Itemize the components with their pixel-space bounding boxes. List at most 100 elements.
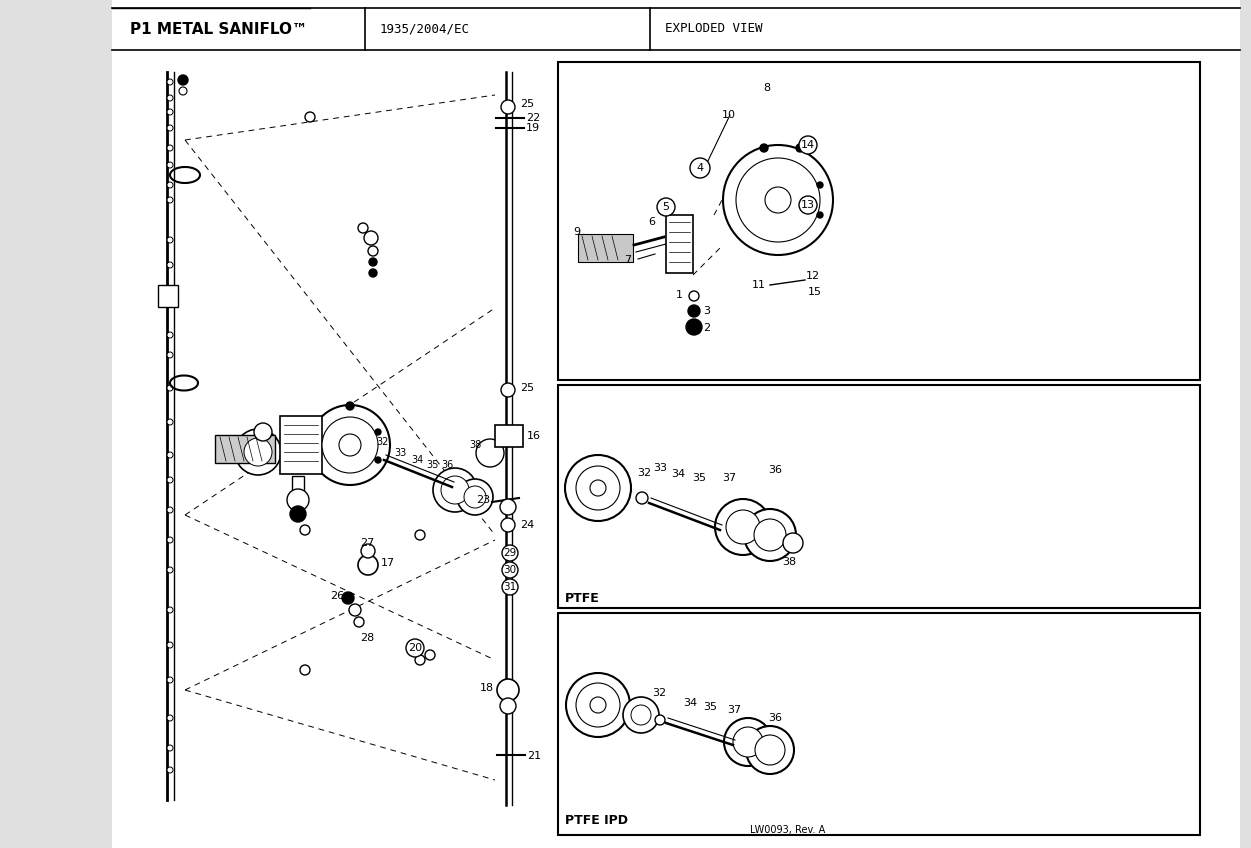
Circle shape — [733, 727, 763, 757]
Text: LW0093, Rev. A: LW0093, Rev. A — [751, 825, 826, 835]
Circle shape — [235, 429, 281, 475]
Bar — [666, 215, 693, 273]
Circle shape — [166, 537, 173, 543]
Circle shape — [799, 196, 817, 214]
Circle shape — [166, 745, 173, 751]
Text: 6: 6 — [648, 217, 656, 227]
Circle shape — [375, 457, 382, 463]
Text: 32: 32 — [637, 468, 651, 478]
Text: 36: 36 — [768, 465, 782, 475]
Circle shape — [475, 439, 504, 467]
Text: 5: 5 — [663, 202, 669, 212]
Circle shape — [358, 555, 378, 575]
Circle shape — [244, 438, 271, 466]
Circle shape — [166, 385, 173, 391]
Text: 4: 4 — [697, 163, 703, 173]
Circle shape — [502, 562, 518, 578]
Circle shape — [358, 223, 368, 233]
Text: 1935/2004/EC: 1935/2004/EC — [380, 23, 470, 36]
Circle shape — [756, 735, 784, 765]
Text: 20: 20 — [408, 643, 422, 653]
Circle shape — [433, 468, 477, 512]
Circle shape — [425, 650, 435, 660]
Text: 24: 24 — [520, 520, 534, 530]
Circle shape — [688, 305, 701, 317]
Circle shape — [364, 231, 378, 245]
Bar — [558, 613, 1200, 835]
Circle shape — [166, 507, 173, 513]
Circle shape — [796, 144, 804, 152]
Circle shape — [689, 291, 699, 301]
Text: 11: 11 — [752, 280, 766, 290]
Circle shape — [500, 100, 515, 114]
Circle shape — [305, 112, 315, 122]
Text: 26: 26 — [330, 591, 344, 601]
Text: 14: 14 — [801, 140, 816, 150]
Circle shape — [254, 423, 271, 441]
Text: PTFE: PTFE — [565, 592, 599, 605]
Circle shape — [502, 579, 518, 595]
Circle shape — [166, 237, 173, 243]
Circle shape — [656, 715, 666, 725]
Text: 31: 31 — [503, 582, 517, 592]
Text: 38: 38 — [469, 440, 482, 450]
Circle shape — [300, 525, 310, 535]
Circle shape — [657, 198, 676, 216]
Text: 28: 28 — [360, 633, 374, 643]
Circle shape — [166, 79, 173, 85]
Text: 17: 17 — [382, 558, 395, 568]
Circle shape — [290, 506, 306, 522]
Circle shape — [300, 665, 310, 675]
Circle shape — [286, 489, 309, 511]
Circle shape — [464, 486, 485, 508]
Circle shape — [502, 545, 518, 561]
Circle shape — [166, 182, 173, 188]
Text: 38: 38 — [782, 557, 796, 567]
Bar — [280, 416, 322, 474]
Text: 34: 34 — [683, 698, 697, 708]
Circle shape — [754, 519, 786, 551]
Circle shape — [349, 604, 362, 616]
Circle shape — [178, 75, 188, 85]
Circle shape — [724, 718, 772, 766]
Circle shape — [716, 499, 771, 555]
Circle shape — [726, 510, 761, 544]
Circle shape — [362, 544, 375, 558]
Text: 36: 36 — [768, 713, 782, 723]
Circle shape — [339, 434, 362, 456]
Text: 33: 33 — [394, 448, 407, 458]
Bar — [558, 62, 1200, 380]
Circle shape — [565, 673, 631, 737]
Circle shape — [166, 477, 173, 483]
Circle shape — [442, 476, 469, 504]
Circle shape — [500, 698, 515, 714]
Circle shape — [761, 144, 768, 152]
Circle shape — [590, 697, 605, 713]
Bar — [158, 285, 178, 307]
Circle shape — [166, 419, 173, 425]
Circle shape — [575, 466, 620, 510]
Text: 16: 16 — [527, 431, 540, 441]
Circle shape — [500, 383, 515, 397]
Circle shape — [799, 136, 817, 154]
Circle shape — [166, 197, 173, 203]
Text: 35: 35 — [703, 702, 717, 712]
Text: 34: 34 — [671, 469, 686, 479]
Circle shape — [369, 258, 377, 266]
Text: 34: 34 — [412, 455, 423, 465]
Circle shape — [744, 509, 796, 561]
Text: 19: 19 — [525, 123, 540, 133]
Circle shape — [457, 479, 493, 515]
Text: 35: 35 — [427, 460, 438, 470]
Circle shape — [623, 697, 659, 733]
Text: 25: 25 — [520, 383, 534, 393]
Circle shape — [590, 480, 605, 496]
Circle shape — [368, 246, 378, 256]
Text: 21: 21 — [527, 751, 542, 761]
Circle shape — [166, 642, 173, 648]
Text: 18: 18 — [480, 683, 494, 693]
Circle shape — [166, 352, 173, 358]
Circle shape — [636, 492, 648, 504]
Circle shape — [415, 530, 425, 540]
Bar — [291, 476, 304, 494]
